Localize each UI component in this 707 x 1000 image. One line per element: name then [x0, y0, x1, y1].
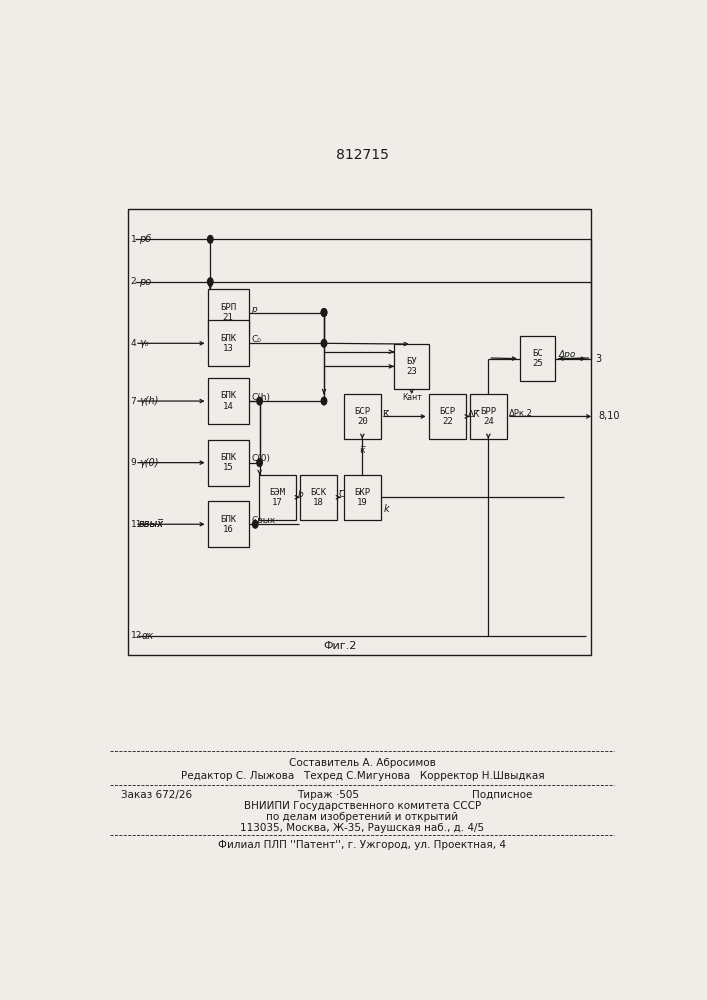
Text: Филиал ПЛП ''Патент'', г. Ужгород, ул. Проектная, 4: Филиал ПЛП ''Патент'', г. Ужгород, ул. П…: [218, 840, 506, 850]
Text: БЭМ
17: БЭМ 17: [269, 488, 286, 507]
Text: ΔК̅: ΔК̅: [467, 410, 480, 419]
Text: Подписное: Подписное: [472, 790, 532, 800]
Text: БУ
23: БУ 23: [407, 357, 417, 376]
Text: БС
25: БС 25: [532, 349, 543, 368]
Text: Тираж ·505: Тираж ·505: [297, 790, 358, 800]
Text: БКР
19: БКР 19: [354, 488, 370, 507]
Circle shape: [321, 339, 327, 347]
Bar: [344, 475, 381, 520]
Bar: [208, 320, 249, 366]
Text: k: k: [384, 504, 390, 514]
Text: αк: αк: [141, 631, 154, 641]
Text: С₀: С₀: [252, 335, 262, 344]
Text: С(h): С(h): [252, 393, 270, 402]
Text: 113035, Москва, Ж-35, Раушская наб., д. 4/5: 113035, Москва, Ж-35, Раушская наб., д. …: [240, 823, 484, 833]
Text: 1: 1: [131, 235, 136, 244]
Text: 9: 9: [131, 458, 136, 467]
Text: БПК
15: БПК 15: [220, 453, 236, 472]
Text: 812715: 812715: [336, 148, 389, 162]
Text: БСК
18: БСК 18: [310, 488, 327, 507]
Text: Δро: Δро: [559, 350, 575, 359]
Text: БСР
22: БСР 22: [439, 407, 455, 426]
Text: ро: ро: [139, 277, 151, 287]
Text: к̅: к̅: [360, 446, 365, 455]
Text: 3: 3: [595, 354, 602, 364]
Circle shape: [208, 235, 213, 243]
Text: рб: рб: [139, 234, 151, 244]
Text: ΔРк.2: ΔРк.2: [508, 409, 532, 418]
Text: Редактор С. Лыжова   Техред С.Мигунова   Корректор Н.Швыдкая: Редактор С. Лыжова Техред С.Мигунова Кор…: [180, 771, 544, 781]
Text: К̅: К̅: [382, 410, 389, 419]
Bar: [428, 394, 466, 439]
Text: γ(0): γ(0): [139, 458, 158, 468]
Text: Свых: Свых: [252, 516, 276, 525]
Text: ввых: ввых: [139, 519, 164, 529]
Text: БПК
14: БПК 14: [220, 391, 236, 411]
Text: р: р: [252, 305, 257, 314]
Circle shape: [257, 459, 262, 466]
Bar: [469, 394, 507, 439]
Bar: [128, 209, 591, 655]
Bar: [208, 440, 249, 486]
Text: γ₀: γ₀: [139, 338, 148, 348]
Text: Фиг.2: Фиг.2: [324, 641, 357, 651]
Circle shape: [321, 309, 327, 316]
Text: С(0): С(0): [252, 454, 270, 463]
Text: ввых̅: ввых̅: [139, 519, 164, 529]
Bar: [520, 336, 556, 381]
Text: БПК
13: БПК 13: [220, 334, 236, 353]
Text: 7: 7: [131, 397, 136, 406]
Text: 2: 2: [131, 277, 136, 286]
Bar: [300, 475, 337, 520]
Text: 8,10: 8,10: [598, 411, 619, 421]
Text: 11: 11: [131, 520, 142, 529]
Circle shape: [208, 278, 213, 286]
Circle shape: [321, 397, 327, 405]
Text: γ(h): γ(h): [139, 396, 158, 406]
Text: БПК
16: БПК 16: [220, 515, 236, 534]
Bar: [259, 475, 296, 520]
Circle shape: [257, 397, 262, 405]
Text: Составитель А. Абросимов: Составитель А. Абросимов: [289, 758, 436, 768]
Text: Кант: Кант: [402, 393, 421, 402]
Text: БСР
20: БСР 20: [354, 407, 370, 426]
Text: 12: 12: [131, 631, 142, 640]
Bar: [208, 289, 249, 336]
Text: БРП
21: БРП 21: [220, 303, 236, 322]
Text: Заказ 672/26: Заказ 672/26: [122, 790, 192, 800]
Circle shape: [252, 520, 258, 528]
Bar: [208, 378, 249, 424]
Text: С̅: С̅: [339, 490, 345, 499]
Text: ВНИИПИ Государственного комитета СССР: ВНИИПИ Государственного комитета СССР: [244, 801, 481, 811]
Bar: [344, 394, 381, 439]
Text: БРР
24: БРР 24: [480, 407, 496, 426]
Text: 4: 4: [131, 339, 136, 348]
Circle shape: [321, 309, 327, 316]
Bar: [208, 501, 249, 547]
Text: по делам изобретений и открытий: по делам изобретений и открытий: [267, 812, 458, 822]
Text: b: b: [298, 490, 303, 499]
Bar: [394, 344, 429, 389]
